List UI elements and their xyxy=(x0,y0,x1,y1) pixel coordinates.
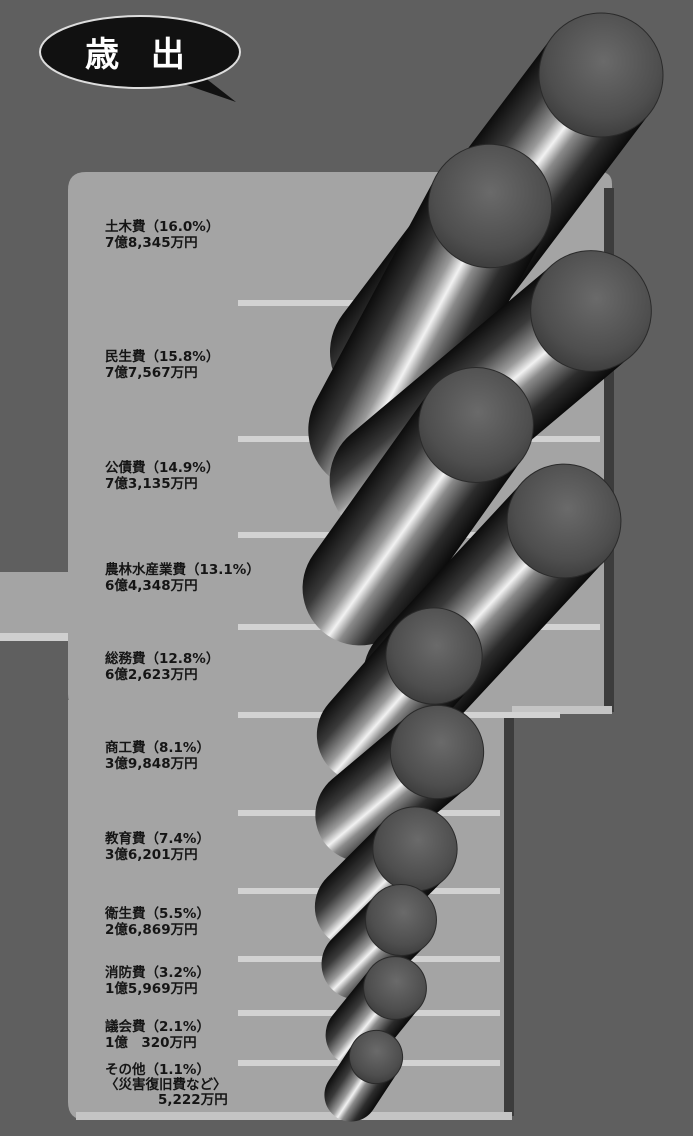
amount-label: 7億7,567万円 xyxy=(105,364,198,381)
title-bubble: 歳 出 xyxy=(39,15,241,102)
title-bubble-shape xyxy=(39,15,241,89)
amount-label: 2億6,869万円 xyxy=(105,921,198,938)
amount-label: 7億8,345万円 xyxy=(105,234,198,251)
panel-lower-right-edge xyxy=(504,712,514,1116)
category-name: 議会費 xyxy=(105,1018,146,1035)
category-label: 民生費（15.8%） xyxy=(105,348,219,365)
amount-label: 6億4,348万円 xyxy=(105,577,198,594)
panel-upper-right-edge xyxy=(604,188,614,712)
cylinder-bar xyxy=(325,956,427,1067)
percent-label: （7.4%） xyxy=(146,831,210,847)
cylinder-cap xyxy=(365,884,437,956)
cylinder-cap xyxy=(418,367,534,483)
cylinder-bar xyxy=(302,367,534,646)
category-name: 商工費 xyxy=(105,739,146,756)
amount-label: 5,222万円 xyxy=(158,1092,228,1108)
percent-label: （14.9%） xyxy=(146,460,220,476)
cylinder-cap xyxy=(389,704,485,800)
category-label: 農林水産業費（13.1%） xyxy=(105,561,260,578)
percent-label: （16.0%） xyxy=(146,219,220,235)
category-label: 教育費（7.4%） xyxy=(105,830,210,847)
cylinder-cap xyxy=(348,1029,404,1085)
category-label: 土木費（16.0%） xyxy=(105,218,219,235)
category-name: 土木費 xyxy=(105,218,146,235)
category-name: 農林水産業費 xyxy=(105,561,186,578)
category-label: 衛生費（5.5%） xyxy=(104,905,210,922)
category-name: その他 xyxy=(105,1061,146,1078)
percent-label: （1.1%） xyxy=(146,1062,210,1078)
amount-label: 6億2,623万円 xyxy=(105,666,198,683)
cylinder-bar xyxy=(315,704,485,862)
category-label: 総務費（12.8%） xyxy=(105,650,219,667)
category-label: 議会費（2.1%） xyxy=(105,1018,210,1035)
cylinder-cap xyxy=(385,607,483,705)
cylinder-bar xyxy=(324,1029,404,1122)
cylinder-cap xyxy=(363,956,427,1020)
cylinder-cap xyxy=(538,12,664,138)
cylinder-bars xyxy=(302,12,664,1122)
percent-label: （3.2%） xyxy=(146,965,210,981)
amount-label: 7億3,135万円 xyxy=(105,475,198,492)
percent-label: （5.5%） xyxy=(146,906,210,922)
percent-label: （12.8%） xyxy=(146,651,220,667)
amount-label: 1億5,969万円 xyxy=(105,980,198,997)
left-connector-highlight xyxy=(0,633,80,641)
category-label: 商工費（8.1%） xyxy=(105,739,210,756)
percent-label: （2.1%） xyxy=(146,1019,210,1035)
percent-label: （15.8%） xyxy=(146,349,220,365)
category-name: 消防費 xyxy=(105,964,146,981)
category-name: 公債費 xyxy=(105,459,146,476)
amount-label: 3億9,848万円 xyxy=(105,755,198,772)
cylinder-cap xyxy=(530,250,652,372)
cylinder-bar xyxy=(308,143,553,492)
percent-label: （8.1%） xyxy=(146,740,210,756)
cylinder-bar xyxy=(321,884,437,1000)
category-name: 総務費 xyxy=(105,650,146,667)
cylinder-bar xyxy=(314,806,458,950)
category-name: 教育費 xyxy=(105,830,146,847)
cylinder-cap xyxy=(427,143,553,269)
percent-label: （13.1%） xyxy=(186,562,260,578)
chart-title: 歳 出 xyxy=(85,35,195,75)
cylinder-bar xyxy=(316,607,483,784)
category-label: 公債費（14.9%） xyxy=(105,459,219,476)
left-connector-strip xyxy=(0,572,80,640)
category-label: その他（1.1%） xyxy=(105,1061,210,1078)
cylinder-cap xyxy=(506,463,622,579)
panel-bottom-edge xyxy=(76,1112,512,1120)
amount-label: 1億 320万円 xyxy=(105,1034,197,1051)
category-label: 消防費（3.2%） xyxy=(105,964,210,981)
sub-note: 〈災害復旧費など〉 xyxy=(105,1076,227,1093)
category-labels: 土木費（16.0%）7億8,345万円民生費（15.8%）7億7,567万円公債… xyxy=(104,218,260,1108)
category-name: 民生費 xyxy=(105,348,146,365)
cylinder-cap xyxy=(372,806,458,892)
panel-step-edge xyxy=(512,706,612,714)
amount-label: 3億6,201万円 xyxy=(105,846,198,863)
category-name: 衛生費 xyxy=(104,905,146,922)
